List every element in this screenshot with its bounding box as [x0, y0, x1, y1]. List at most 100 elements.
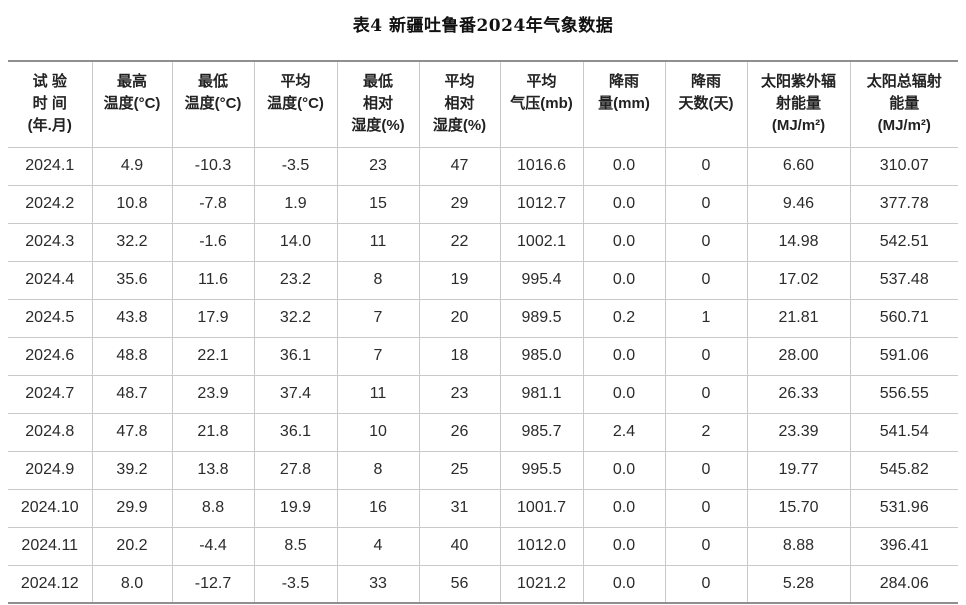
table-cell: 10: [337, 413, 420, 452]
table-cell: 985.0: [500, 337, 584, 376]
table-cell: 29.9: [92, 489, 173, 528]
table-cell: 17.9: [172, 299, 255, 338]
table-cell: 25: [419, 451, 501, 490]
table-cell: 17.02: [747, 261, 851, 300]
table-cell: 0: [665, 223, 748, 262]
table-cell: 985.7: [500, 413, 584, 452]
table-cell: 2024.3: [8, 223, 93, 262]
table-cell: 2024.10: [8, 489, 93, 528]
table-cell: 591.06: [850, 337, 958, 376]
table-row: 2024.8 47.8 21.8 36.1 10 26 985.7 2.4 2 23.39 541.…: [8, 413, 958, 452]
table-row: 2024.5 43.8 17.9 32.2 7 20 989.5 0.2 1 21.81 560.7…: [8, 299, 958, 338]
table-cell: 0: [665, 261, 748, 300]
table-cell: 560.71: [850, 299, 958, 338]
table-cell: 0.0: [583, 223, 666, 262]
column-header-8: 降雨 量(mm): [583, 61, 666, 148]
table-cell: 4.9: [92, 147, 173, 186]
table-cell: 31: [419, 489, 501, 528]
header-row: 试 验 时 间 (年.月) 最高 温度(°C) 最低 温度(°C) 平均 温度(°C)…: [8, 61, 958, 148]
table-cell: 0.0: [583, 185, 666, 224]
table-cell: 11: [337, 223, 420, 262]
table-cell: 8.5: [254, 527, 338, 566]
table-cell: 32.2: [254, 299, 338, 338]
column-header-9: 降雨 天数(天): [665, 61, 748, 148]
table-cell: 23.39: [747, 413, 851, 452]
table-cell: 995.5: [500, 451, 584, 490]
table-cell: 284.06: [879, 574, 929, 592]
table-cell: 33: [337, 565, 420, 603]
table-cell: 20.2: [92, 527, 173, 566]
table-row: 2024.10 29.9 8.8 19.9 16 31 1001.7 0.0 0 15.70 531…: [8, 489, 958, 528]
table-cell: 11.6: [172, 261, 255, 300]
table-cell: 0: [665, 185, 748, 224]
table-cell: 1016.6: [500, 147, 584, 186]
table-row: 2024.12 8.0 -12.7 -3.5 33 56 1021.2 0.0 0 5.28 284…: [8, 565, 958, 603]
table-cell: 1021.2: [500, 565, 584, 603]
table-cell: 39.2: [92, 451, 173, 490]
table-cell: 19.9: [254, 489, 338, 528]
table-cell: 541.54: [850, 413, 958, 452]
table-cell: 0: [665, 527, 748, 566]
table-cell: 8: [337, 261, 420, 300]
table-cell: 0.0: [583, 147, 666, 186]
table-cell: 29: [419, 185, 501, 224]
table-row: 2024.4 35.6 11.6 23.2 8 19 995.4 0.0 0 17.02 537.4…: [8, 261, 958, 300]
table-cell: 2024.2: [8, 185, 93, 224]
table-cell: 377.78: [850, 185, 958, 224]
table-cell: 13.8: [172, 451, 255, 490]
table-cell: 23: [419, 375, 501, 414]
table-cell: 0: [665, 375, 748, 414]
table-cell: 310.07: [850, 147, 958, 186]
table-cell: 18: [419, 337, 501, 376]
table-cell: 981.1: [500, 375, 584, 414]
table-cell: 0.0: [583, 489, 666, 528]
table-cell: 0.0: [583, 527, 666, 566]
table-cell: 40: [419, 527, 501, 566]
table-cell: -4.4: [172, 527, 255, 566]
table-cell: 21.81: [747, 299, 851, 338]
table-cell: 0: [665, 451, 748, 490]
table-cell: 20: [419, 299, 501, 338]
table-cell: 36.1: [254, 413, 338, 452]
table-cell: -3.5: [254, 147, 338, 186]
table-cell: 0.0: [583, 261, 666, 300]
table-cell: 14.0: [254, 223, 338, 262]
table-cell: 1.9: [254, 185, 338, 224]
table-cell: 0: [665, 565, 748, 603]
table-cell: -10.3: [172, 147, 255, 186]
table-row: 2024.1 4.9 -10.3 -3.5 23 47 1016.6 0.0 0 6.60 310.…: [8, 147, 958, 186]
table-row: 2024.2 10.8 -7.8 1.9 15 29 1012.7 0.0 0 9.46 377.7…: [8, 185, 958, 224]
table-cell: 7: [337, 299, 420, 338]
table-cell: 35.6: [92, 261, 173, 300]
table-cell: 37.4: [254, 375, 338, 414]
weather-data-table: 试 验 时 间 (年.月) 最高 温度(°C) 最低 温度(°C) 平均 温度(°C)…: [8, 60, 958, 604]
column-header-3: 最低 温度(°C): [172, 61, 255, 148]
table-cell: 16: [337, 489, 420, 528]
table-cell: 5.28: [747, 565, 851, 603]
table-cell: 0.0: [583, 565, 666, 603]
table-cell: -3.5: [254, 565, 338, 603]
table-cell: 48.7: [92, 375, 173, 414]
table-row: 2024.3 32.2 -1.6 14.0 11 22 1002.1 0.0 0 14.98 542…: [8, 223, 958, 262]
table-row: 2024.9 39.2 13.8 27.8 8 25 995.5 0.0 0 19.77 545.8…: [8, 451, 958, 490]
table-cell: 27.8: [254, 451, 338, 490]
table-cell: 2: [665, 413, 748, 452]
table-cell: 36.1: [254, 337, 338, 376]
table-cell: 8: [337, 451, 420, 490]
table-cell: 56: [419, 565, 501, 603]
table-cell: 11: [337, 375, 420, 414]
column-header-7: 平均 气压(mb): [500, 61, 584, 148]
table-cell: 23.2: [254, 261, 338, 300]
table-cell: 2024.12: [8, 565, 93, 603]
table-cell: 2024.5: [8, 299, 93, 338]
table-cell: 22.1: [172, 337, 255, 376]
table-cell: 396.41: [850, 527, 958, 566]
table-cell: 7: [337, 337, 420, 376]
table-cell: 28.00: [747, 337, 851, 376]
column-header-6: 平均 相对 湿度(%): [419, 61, 501, 148]
table-cell: 537.48: [850, 261, 958, 300]
table-row: 2024.7 48.7 23.9 37.4 11 23 981.1 0.0 0 26.33 556.…: [8, 375, 958, 414]
table-cell: 22: [419, 223, 501, 262]
column-header-4: 平均 温度(°C): [254, 61, 338, 148]
